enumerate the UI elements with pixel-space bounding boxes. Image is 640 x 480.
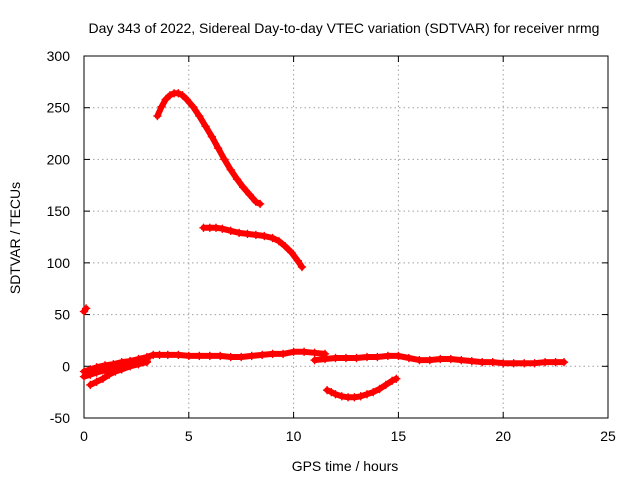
y-tick-labels: -50 0 50 100 150 200 250 300: [47, 48, 71, 426]
series-markers: [153, 88, 265, 209]
grid: [84, 56, 608, 418]
x-tick-label: 10: [286, 428, 302, 444]
x-axis-label: GPS time / hours: [292, 458, 399, 474]
series-markers: [79, 304, 91, 316]
y-tick-label: 300: [47, 48, 71, 64]
series-markers: [199, 223, 307, 272]
series-markers: [86, 357, 152, 390]
x-tick-label: 25: [600, 428, 616, 444]
x-tick-labels: 0 5 10 15 20 25: [80, 428, 616, 444]
plot-frame: [83, 55, 609, 419]
y-tick-label: 150: [47, 203, 71, 219]
x-tick-label: 5: [185, 428, 193, 444]
series-arc-7: [117, 347, 330, 369]
y-tick-label: 0: [62, 358, 70, 374]
series-markers: [117, 347, 330, 369]
series-arc-2: [199, 223, 307, 272]
series-arc-6: [86, 357, 152, 390]
series-arc-8: [310, 351, 569, 368]
series-trace: [118, 348, 328, 368]
series-markers: [310, 351, 569, 368]
series-arc-1: [153, 88, 265, 209]
x-tick-label: 15: [391, 428, 407, 444]
series-arc-9: [322, 374, 401, 402]
series-arc-3: [79, 304, 91, 316]
series-trace: [200, 224, 305, 270]
data-series: [79, 88, 569, 402]
y-tick-label: 100: [47, 255, 71, 271]
x-tick-label: 0: [80, 428, 88, 444]
y-tick-label: 200: [47, 151, 71, 167]
x-tick-label: 20: [495, 428, 511, 444]
y-tick-label: -50: [50, 410, 70, 426]
chart-title: Day 343 of 2022, Sidereal Day-to-day VTE…: [89, 20, 600, 36]
y-axis-label: SDTVAR / TECUs: [7, 182, 23, 294]
y-tick-label: 250: [47, 100, 71, 116]
series-markers: [322, 374, 401, 402]
y-tick-label: 50: [54, 307, 70, 323]
tick-marks: [83, 55, 609, 419]
